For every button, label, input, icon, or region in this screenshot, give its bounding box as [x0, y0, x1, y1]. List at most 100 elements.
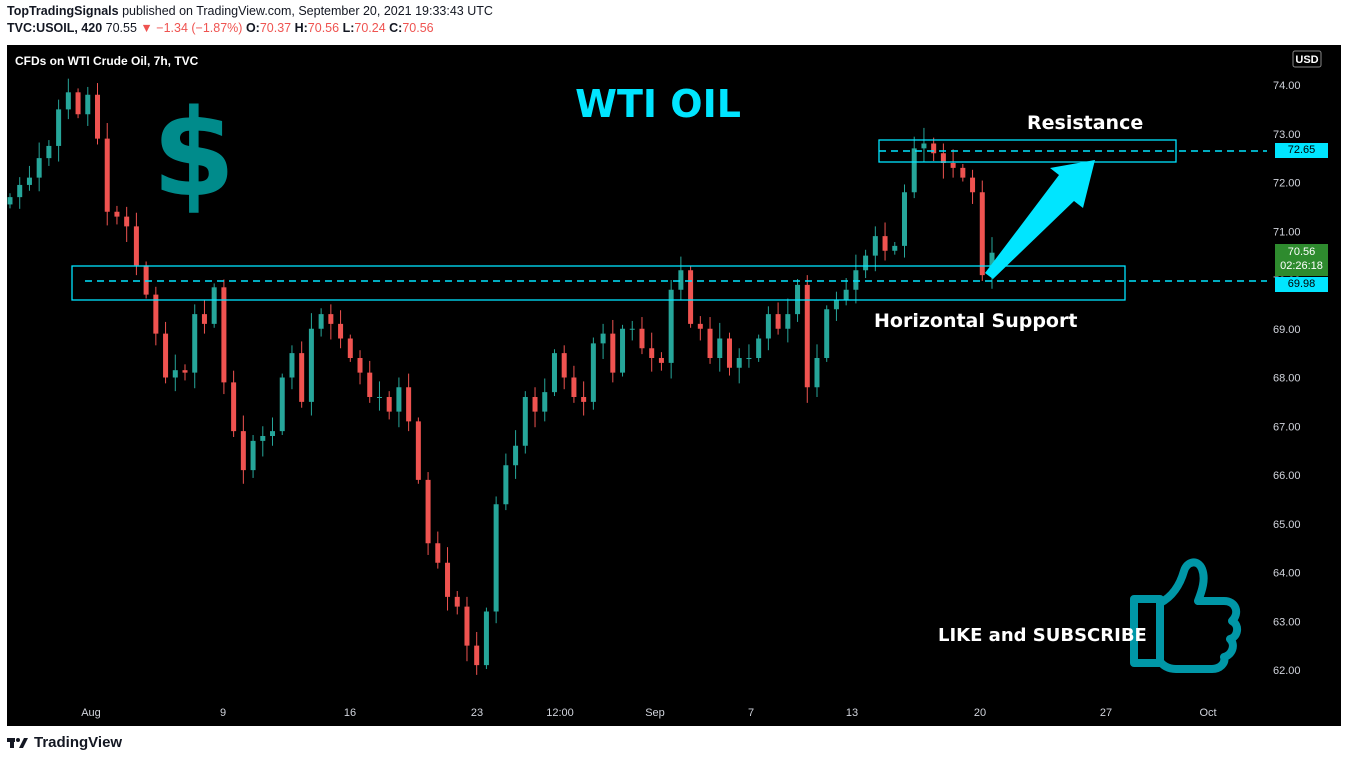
- candle-down[interactable]: [104, 138, 110, 212]
- candle-up[interactable]: [503, 465, 509, 505]
- currency-badge[interactable]: [1292, 50, 1322, 68]
- candle-up[interactable]: [36, 158, 42, 178]
- candle-up[interactable]: [872, 236, 878, 256]
- candle-up[interactable]: [211, 287, 217, 324]
- candle-down[interactable]: [581, 397, 587, 402]
- candle-up[interactable]: [172, 370, 178, 378]
- candle-up[interactable]: [668, 289, 674, 363]
- candle-down[interactable]: [697, 323, 703, 329]
- candle-up[interactable]: [600, 333, 606, 344]
- candle-down[interactable]: [163, 333, 169, 378]
- candle-down[interactable]: [201, 314, 207, 324]
- candle-down[interactable]: [464, 606, 470, 646]
- candle-up[interactable]: [785, 314, 791, 329]
- candle-down[interactable]: [775, 314, 781, 329]
- candle-up[interactable]: [7, 197, 13, 205]
- candle-up[interactable]: [522, 397, 528, 446]
- candle-down[interactable]: [114, 211, 120, 217]
- candle-up[interactable]: [921, 143, 927, 149]
- candle-up[interactable]: [483, 611, 489, 666]
- candle-down[interactable]: [124, 216, 130, 227]
- candle-up[interactable]: [396, 387, 402, 412]
- candle-up[interactable]: [260, 436, 266, 441]
- candle-down[interactable]: [75, 92, 81, 115]
- candle-up[interactable]: [65, 92, 71, 110]
- candle-up[interactable]: [542, 392, 548, 412]
- candle-down[interactable]: [970, 177, 976, 193]
- support-zone[interactable]: [71, 265, 1126, 301]
- candle-down[interactable]: [143, 265, 149, 295]
- candle-down[interactable]: [804, 284, 810, 388]
- candle-up[interactable]: [901, 192, 907, 246]
- candle-down[interactable]: [649, 348, 655, 358]
- candle-up[interactable]: [765, 314, 771, 339]
- candle-up[interactable]: [308, 328, 314, 402]
- candle-down[interactable]: [133, 226, 139, 266]
- candle-up[interactable]: [678, 270, 684, 290]
- candle-down[interactable]: [231, 382, 237, 432]
- candle-down[interactable]: [610, 333, 616, 373]
- candle-up[interactable]: [629, 328, 635, 330]
- candle-up[interactable]: [756, 338, 762, 359]
- candle-down[interactable]: [221, 287, 227, 383]
- candle-down[interactable]: [406, 387, 412, 422]
- chart-svg[interactable]: 62.00 63.00 64.00 65.00 66.00 67.00 68.00 69.00…: [7, 45, 1341, 726]
- candle-down[interactable]: [386, 397, 392, 412]
- candle-down[interactable]: [347, 338, 353, 359]
- candle-up[interactable]: [270, 431, 276, 436]
- candle-down[interactable]: [979, 192, 985, 276]
- candle-up[interactable]: [746, 358, 752, 359]
- candle-up[interactable]: [824, 309, 830, 358]
- candle-up[interactable]: [318, 314, 324, 329]
- candle-up[interactable]: [17, 184, 23, 198]
- candle-down[interactable]: [960, 167, 966, 178]
- publisher-name[interactable]: TopTradingSignals: [7, 4, 119, 18]
- candle-up[interactable]: [250, 440, 256, 471]
- candle-down[interactable]: [182, 370, 188, 373]
- candle-up[interactable]: [620, 328, 626, 373]
- candle-up[interactable]: [279, 377, 285, 432]
- candle-up[interactable]: [46, 145, 52, 159]
- candle-down[interactable]: [950, 163, 956, 168]
- candle-up[interactable]: [192, 314, 198, 373]
- candle-down[interactable]: [425, 479, 431, 544]
- candle-down[interactable]: [707, 328, 713, 358]
- candle-up[interactable]: [736, 358, 742, 368]
- candle-down[interactable]: [153, 294, 159, 334]
- candle-down[interactable]: [474, 645, 480, 666]
- candle-up[interactable]: [590, 343, 596, 402]
- candle-down[interactable]: [658, 358, 664, 363]
- candle-down[interactable]: [561, 353, 567, 378]
- candle-down[interactable]: [435, 543, 441, 563]
- candle-down[interactable]: [445, 562, 451, 597]
- candle-up[interactable]: [892, 245, 898, 251]
- candle-down[interactable]: [882, 236, 888, 251]
- candle-down[interactable]: [940, 153, 946, 163]
- candle-down[interactable]: [240, 431, 246, 471]
- candle-up[interactable]: [289, 353, 295, 378]
- candle-up[interactable]: [551, 353, 557, 393]
- candle-down[interactable]: [454, 596, 460, 607]
- candle-down[interactable]: [571, 377, 577, 398]
- candle-up[interactable]: [717, 338, 723, 359]
- candle-up[interactable]: [863, 255, 869, 271]
- candle-down[interactable]: [688, 270, 694, 324]
- candle-down[interactable]: [931, 143, 937, 154]
- candle-up[interactable]: [513, 445, 519, 466]
- candle-down[interactable]: [532, 397, 538, 412]
- candle-up[interactable]: [56, 109, 62, 146]
- candle-up[interactable]: [85, 94, 91, 115]
- candle-down[interactable]: [367, 372, 373, 397]
- candle-down[interactable]: [726, 338, 732, 368]
- chart-panel[interactable]: 62.00 63.00 64.00 65.00 66.00 67.00 68.00 69.00…: [7, 45, 1341, 726]
- candle-up[interactable]: [376, 397, 382, 398]
- candle-up[interactable]: [833, 299, 839, 310]
- candle-up[interactable]: [814, 358, 820, 388]
- candle-down[interactable]: [328, 314, 334, 324]
- candle-up[interactable]: [493, 504, 499, 612]
- candle-down[interactable]: [357, 358, 363, 373]
- candle-down[interactable]: [299, 353, 305, 402]
- candle-down[interactable]: [639, 328, 645, 349]
- candle-up[interactable]: [26, 177, 32, 185]
- candle-down[interactable]: [95, 94, 101, 139]
